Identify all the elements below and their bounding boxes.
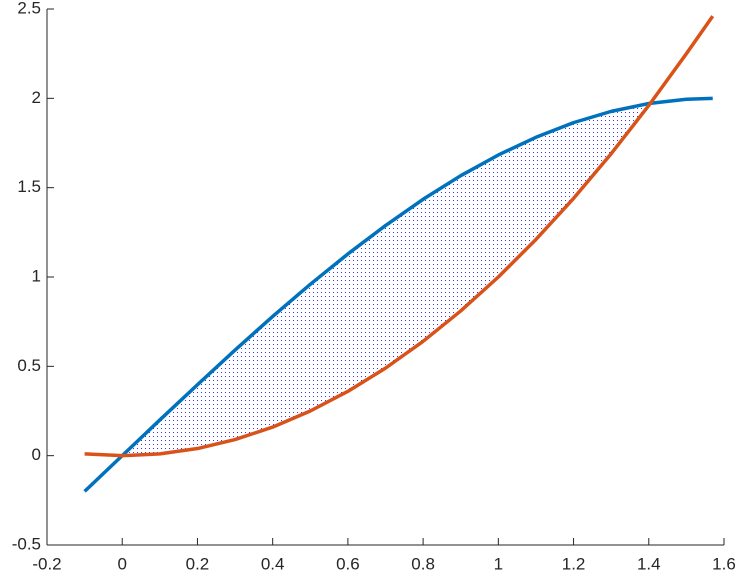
line-series — [84, 15, 715, 458]
x-tick-label: 1 — [494, 554, 503, 573]
x-tick-label: 1.4 — [637, 554, 661, 573]
x-tick-label: 0 — [117, 554, 126, 573]
x-tick-label: 0.8 — [411, 554, 435, 573]
x-tick-label: 0.6 — [336, 554, 360, 573]
shaded-area — [122, 103, 649, 456]
x-tick-label: -0.2 — [32, 554, 61, 573]
y-tick-label: 2 — [32, 88, 41, 107]
y-tick-label: 1.5 — [17, 177, 41, 196]
y-tick-label: 1 — [32, 266, 41, 285]
y-tick-label: 0 — [32, 445, 41, 464]
y-tick-label: -0.5 — [12, 534, 41, 553]
x-tick-label: 0.4 — [261, 554, 285, 573]
x-tick-label: 1.2 — [562, 554, 586, 573]
y-tick-label: 2.5 — [17, 0, 41, 17]
x-tick-label: 1.6 — [712, 554, 736, 573]
x-tick-label: 0.2 — [186, 554, 210, 573]
line-series — [83, 96, 713, 493]
y-tick-label: 0.5 — [17, 356, 41, 375]
